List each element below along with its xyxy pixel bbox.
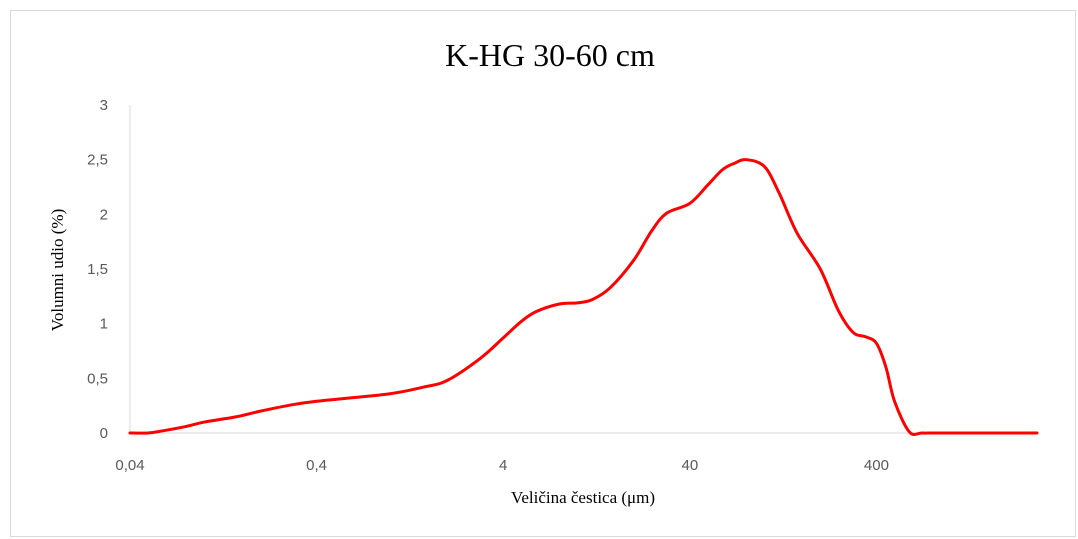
chart-title: K-HG 30-60 cm bbox=[445, 37, 655, 73]
x-tick-label: 0,4 bbox=[306, 457, 327, 474]
x-tick-labels: 0,04 0,4 4 40 400 bbox=[115, 457, 889, 474]
x-tick-label: 40 bbox=[681, 457, 698, 474]
y-axis-label: Volumni udio (%) bbox=[48, 209, 67, 331]
y-tick-label: 0 bbox=[100, 425, 108, 442]
series-line bbox=[128, 158, 1039, 437]
y-tick-label: 0,5 bbox=[87, 370, 108, 387]
x-tick-label: 4 bbox=[499, 457, 507, 474]
x-tick-label: 400 bbox=[864, 457, 889, 474]
y-tick-label: 2 bbox=[100, 206, 108, 223]
y-tick-labels: 0 0,5 1 1,5 2 2,5 3 bbox=[87, 97, 108, 442]
series-group bbox=[128, 158, 1039, 437]
y-tick-label: 1 bbox=[100, 316, 108, 333]
y-tick-label: 3 bbox=[100, 97, 108, 114]
y-tick-label: 1,5 bbox=[87, 261, 108, 278]
chart-frame bbox=[10, 10, 1076, 537]
x-axis-label: Veličina čestica (μm) bbox=[511, 488, 655, 507]
y-tick-label: 2,5 bbox=[87, 152, 108, 169]
x-tick-label: 0,04 bbox=[115, 457, 144, 474]
